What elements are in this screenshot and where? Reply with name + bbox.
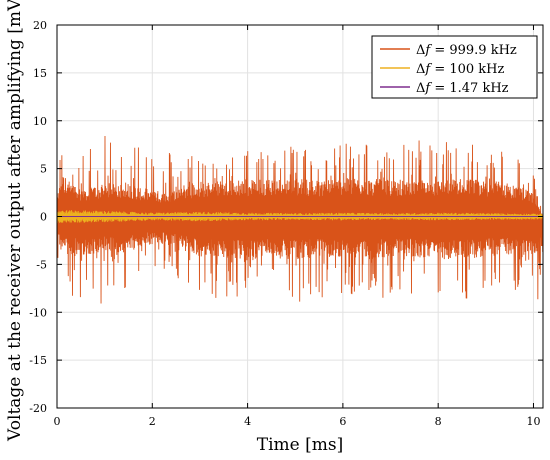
series-line-999-9khz: [56, 136, 544, 304]
y-tick-label: -10: [29, 306, 47, 319]
x-tick-label: 10: [526, 415, 540, 428]
y-tick-label: 15: [33, 67, 47, 80]
y-tick-label: 10: [33, 115, 47, 128]
x-tick-label: 8: [435, 415, 442, 428]
x-tick-label: 2: [149, 415, 156, 428]
ticks: 0 2 4 6 8 10 -20 -15 -10 -5 0 5 10 15 20: [29, 19, 543, 428]
y-tick-label: 5: [40, 163, 47, 176]
x-tick-label: 6: [339, 415, 346, 428]
legend-entry-label: Δf = 100 kHz: [416, 62, 505, 77]
x-axis-label: Time [ms]: [257, 435, 343, 455]
y-tick-label: -20: [29, 402, 47, 415]
y-tick-label: -15: [29, 354, 47, 367]
legend-entry-label: Δf = 999.9 kHz: [416, 43, 517, 58]
x-tick-label: 0: [54, 415, 61, 428]
legend: Δf = 999.9 kHz Δf = 100 kHz Δf = 1.47 kHz: [371, 35, 538, 99]
y-tick-label: -5: [36, 258, 47, 271]
y-tick-label: 0: [40, 211, 47, 224]
y-tick-label: 20: [33, 19, 47, 32]
y-axis-label: Voltage at the receiver output after amp…: [5, 0, 25, 442]
x-tick-label: 4: [244, 415, 251, 428]
legend-entry-label: Δf = 1.47 kHz: [416, 81, 509, 96]
plot-data: [56, 136, 544, 304]
